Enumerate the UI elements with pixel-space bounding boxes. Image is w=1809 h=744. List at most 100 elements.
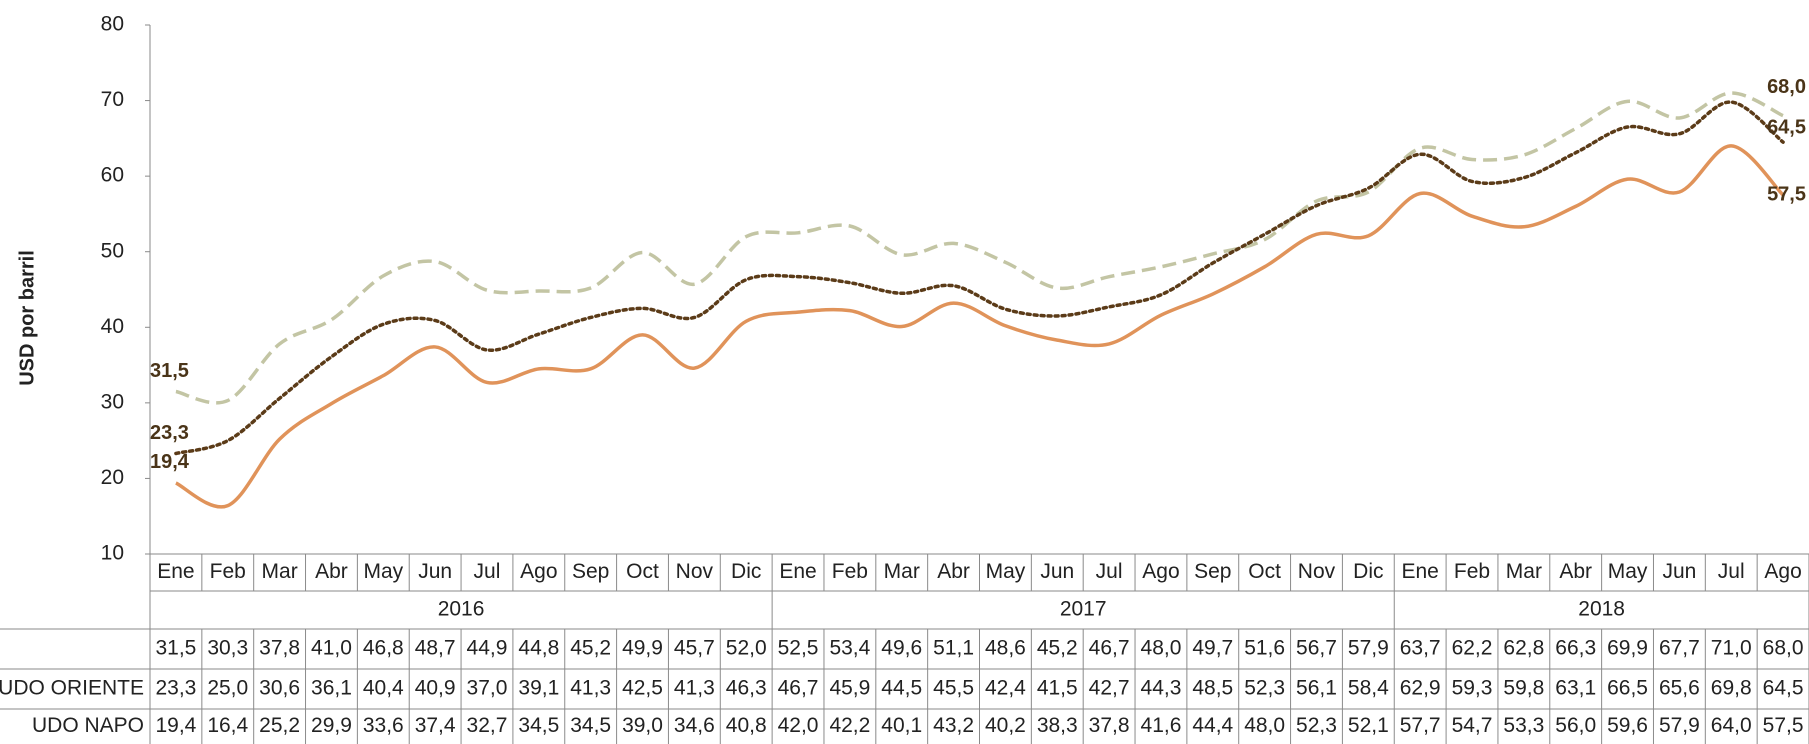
table-cell: 37,0	[467, 677, 508, 700]
x-tick-label: May	[986, 560, 1026, 583]
x-tick-label: Mar	[884, 560, 920, 583]
table-cell: 53,3	[1503, 714, 1544, 737]
table-cell: 57,9	[1659, 714, 1700, 737]
table-cell: 42,0	[778, 714, 819, 737]
table-cell: 45,2	[570, 637, 611, 660]
table-cell: 65,6	[1659, 677, 1700, 700]
table-cell: 41,3	[674, 677, 715, 700]
table-cell: 40,8	[726, 714, 767, 737]
table-cell: 52,3	[1296, 714, 1337, 737]
x-tick-label: May	[1608, 560, 1648, 583]
table-cell: 62,8	[1503, 637, 1544, 660]
table-cell: 42,7	[1089, 677, 1130, 700]
table-cell: 41,5	[1037, 677, 1078, 700]
x-tick-label: Sep	[1194, 560, 1231, 583]
table-cell: 59,8	[1503, 677, 1544, 700]
x-tick-label: Feb	[210, 560, 246, 583]
table-cell: 57,7	[1400, 714, 1441, 737]
x-tick-label: Ene	[157, 560, 194, 583]
table-cell: 71,0	[1711, 637, 1752, 660]
end-label: 57,5	[1767, 183, 1806, 205]
table-cell: 48,6	[985, 637, 1026, 660]
table-cell: 44,5	[881, 677, 922, 700]
year-label: 2018	[1578, 598, 1625, 621]
table-cell: 19,4	[155, 714, 196, 737]
series-line	[175, 91, 1784, 405]
x-tick-label: Ene	[779, 560, 816, 583]
table-cell: 48,5	[1192, 677, 1233, 700]
table-cell: 51,1	[933, 637, 974, 660]
x-tick-label: Jun	[1040, 560, 1074, 583]
table-cell: 52,1	[1348, 714, 1389, 737]
table-cell: 42,5	[622, 677, 663, 700]
table-cell: 48,0	[1244, 714, 1285, 737]
table-cell: 34,6	[674, 714, 715, 737]
table-cell: 45,2	[1037, 637, 1078, 660]
y-tick-label: 20	[101, 466, 124, 489]
x-tick-label: Dic	[1353, 560, 1383, 583]
table-cell: 66,5	[1607, 677, 1648, 700]
table-cell: 57,9	[1348, 637, 1389, 660]
year-label: 2016	[438, 598, 485, 621]
table-cell: 53,4	[829, 637, 870, 660]
table-cell: 64,5	[1763, 677, 1804, 700]
table-cell: 54,7	[1452, 714, 1493, 737]
table-cell: 63,1	[1555, 677, 1596, 700]
table-cell: 49,7	[1192, 637, 1233, 660]
y-tick-label: 50	[101, 239, 124, 262]
table-cell: 48,7	[415, 637, 456, 660]
table-cell: 44,4	[1192, 714, 1233, 737]
x-tick-label: Jul	[1096, 560, 1123, 583]
table-cell: 69,9	[1607, 637, 1648, 660]
table-cell: 45,5	[933, 677, 974, 700]
y-tick-label: 10	[101, 542, 124, 565]
table-cell: 37,4	[415, 714, 456, 737]
x-tick-label: Mar	[1506, 560, 1542, 583]
series-name: UDO ORIENTE	[0, 677, 144, 700]
table-cell: 38,3	[1037, 714, 1078, 737]
y-tick-label: 80	[101, 13, 124, 36]
x-tick-label: Nov	[1298, 560, 1336, 583]
x-tick-label: Abr	[1559, 560, 1592, 583]
table-cell: 40,2	[985, 714, 1026, 737]
table-cell: 45,7	[674, 637, 715, 660]
table-cell: 44,9	[467, 637, 508, 660]
table-cell: 39,1	[518, 677, 559, 700]
y-axis-label: USD por barril	[16, 250, 38, 386]
x-tick-label: Dic	[731, 560, 761, 583]
x-tick-label: Sep	[572, 560, 609, 583]
table-cell: 44,8	[518, 637, 559, 660]
y-tick-label: 60	[101, 164, 124, 187]
table-cell: 49,9	[622, 637, 663, 660]
table-cell: 42,4	[985, 677, 1026, 700]
table-cell: 64,0	[1711, 714, 1752, 737]
table-cell: 34,5	[570, 714, 611, 737]
x-tick-label: Nov	[676, 560, 714, 583]
table-cell: 31,5	[155, 637, 196, 660]
table-cell: 40,1	[881, 714, 922, 737]
table-cell: 36,1	[311, 677, 352, 700]
x-tick-label: Jun	[1662, 560, 1696, 583]
x-tick-label: Abr	[315, 560, 348, 583]
table-cell: 56,1	[1296, 677, 1337, 700]
series-line	[175, 144, 1785, 509]
table-cell: 67,7	[1659, 637, 1700, 660]
table-cell: 34,5	[518, 714, 559, 737]
table-cell: 52,5	[778, 637, 819, 660]
table-cell: 41,3	[570, 677, 611, 700]
table-cell: 48,0	[1141, 637, 1182, 660]
x-tick-label: Ene	[1401, 560, 1438, 583]
end-label: 68,0	[1767, 76, 1806, 98]
x-tick-label: Oct	[626, 560, 659, 583]
table-cell: 40,4	[363, 677, 404, 700]
table-cell: 51,6	[1244, 637, 1285, 660]
year-label: 2017	[1060, 598, 1107, 621]
table-cell: 45,9	[829, 677, 870, 700]
x-tick-label: May	[363, 560, 403, 583]
table-cell: 59,3	[1452, 677, 1493, 700]
end-label: 19,4	[150, 451, 190, 473]
end-label: 23,3	[150, 422, 189, 444]
table-cell: 62,9	[1400, 677, 1441, 700]
x-tick-label: Jun	[418, 560, 452, 583]
